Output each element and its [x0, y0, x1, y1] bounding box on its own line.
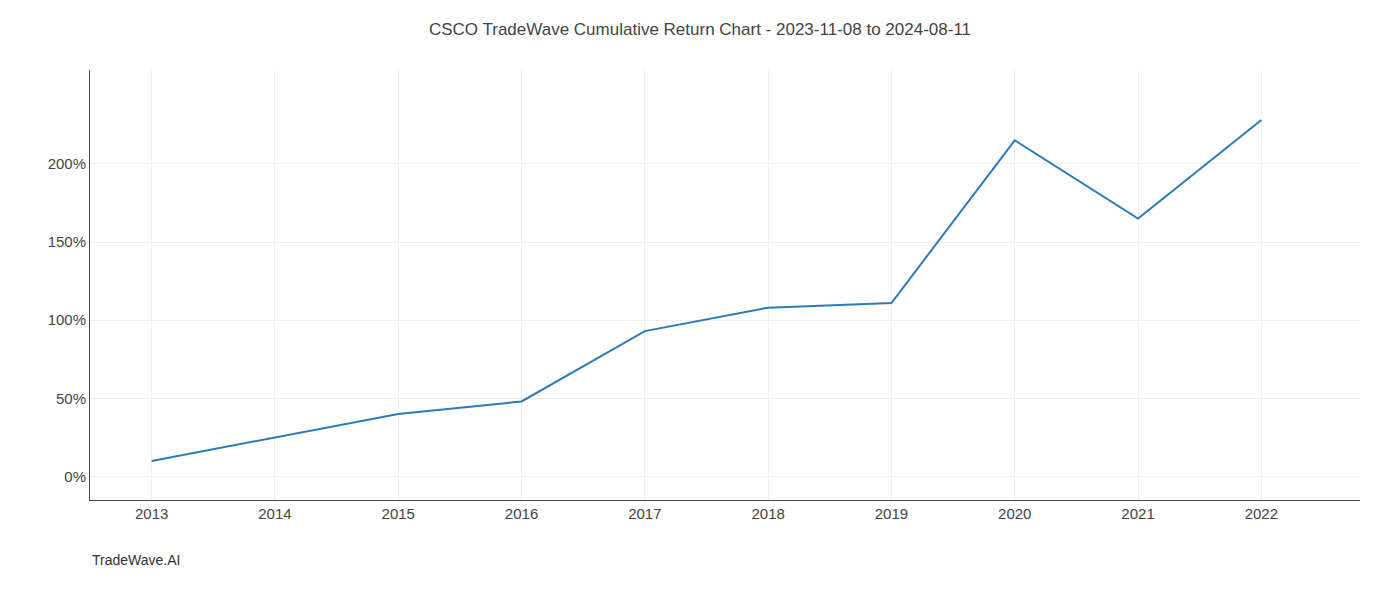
svg-text:2015: 2015	[382, 505, 415, 522]
svg-text:100%: 100%	[48, 311, 86, 328]
svg-text:50%: 50%	[56, 390, 86, 407]
svg-text:2013: 2013	[135, 505, 168, 522]
svg-text:2016: 2016	[505, 505, 538, 522]
svg-text:2018: 2018	[751, 505, 784, 522]
svg-text:0%: 0%	[64, 468, 86, 485]
svg-text:TradeWave.AI: TradeWave.AI	[92, 552, 180, 568]
svg-text:2020: 2020	[998, 505, 1031, 522]
svg-text:CSCO TradeWave Cumulative Retu: CSCO TradeWave Cumulative Return Chart -…	[429, 20, 971, 39]
svg-text:150%: 150%	[48, 233, 86, 250]
svg-text:2017: 2017	[628, 505, 661, 522]
svg-text:2021: 2021	[1121, 505, 1154, 522]
svg-text:200%: 200%	[48, 155, 86, 172]
svg-text:2022: 2022	[1245, 505, 1278, 522]
svg-text:2014: 2014	[258, 505, 291, 522]
svg-text:2019: 2019	[875, 505, 908, 522]
